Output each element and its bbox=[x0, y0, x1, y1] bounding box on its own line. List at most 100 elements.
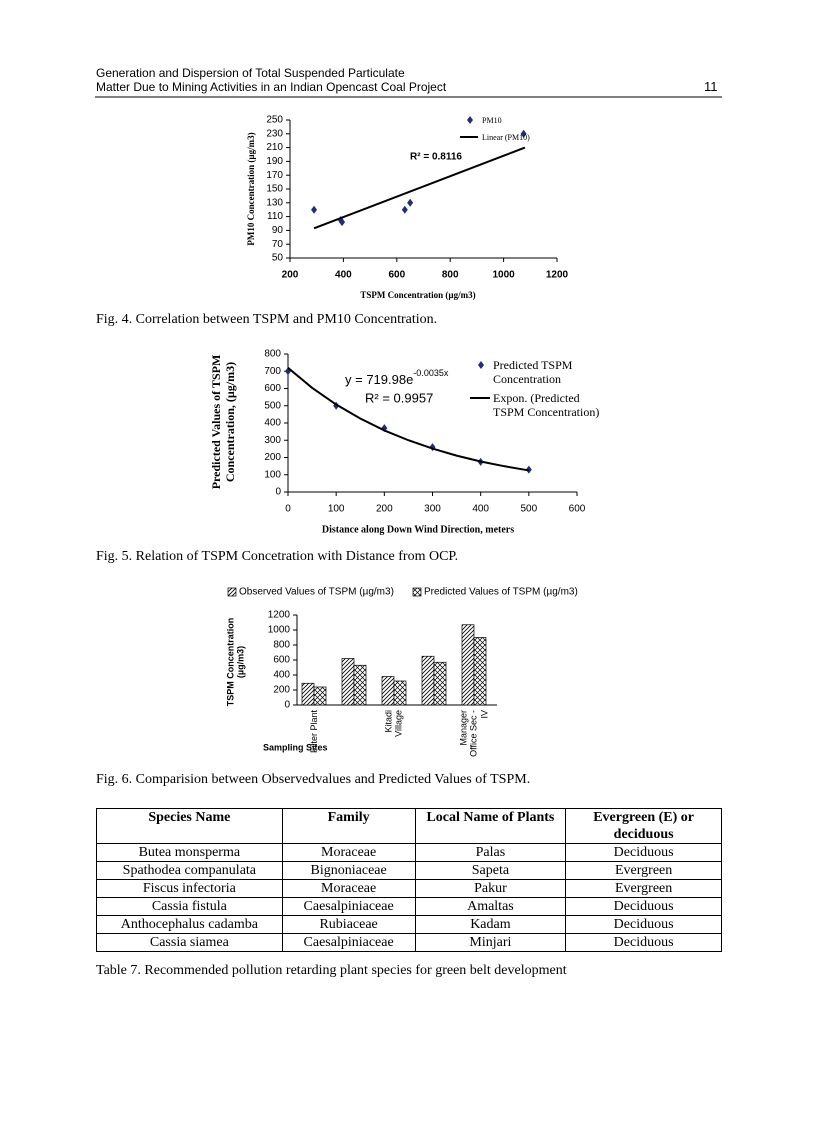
table-cell: Amaltas bbox=[414, 897, 567, 916]
annotation: y = 719.98e-0.0035x bbox=[345, 368, 449, 387]
table-cell: Minjari bbox=[414, 933, 567, 952]
legend-swatch bbox=[227, 587, 237, 597]
trend-line bbox=[313, 146, 526, 230]
y-tick-label: 1000 bbox=[268, 625, 291, 636]
table-row: Species Name Family Local Name of Plants Ev… bbox=[96, 808, 722, 844]
bar bbox=[433, 661, 447, 706]
table-cell: Caesalpiniaceae bbox=[281, 897, 416, 916]
bar bbox=[393, 680, 407, 706]
table-cell: Evergreen bbox=[565, 861, 722, 880]
x-axis-label: Sampling Sites bbox=[263, 742, 328, 752]
table-cell: Palas bbox=[414, 843, 567, 862]
x-tick-label: 800 bbox=[442, 270, 459, 281]
y-tick-label: 110 bbox=[267, 211, 283, 222]
x-tick-label: 100 bbox=[328, 504, 345, 515]
column-header: Family bbox=[281, 808, 416, 844]
table-cell: Moraceae bbox=[281, 879, 416, 898]
data-point bbox=[311, 205, 318, 214]
table-cell: Cassia fistula bbox=[96, 897, 283, 916]
table-row: Anthocephalus cadamba Rubiaceae Kadam Decid… bbox=[96, 915, 722, 934]
table-cell: Pakur bbox=[414, 879, 567, 898]
data-point bbox=[407, 198, 414, 207]
y-tick-label: 800 bbox=[264, 349, 281, 360]
x-tick-label: 400 bbox=[335, 270, 352, 281]
table-row: Cassia fistula Caesalpiniaceae Amaltas Deci… bbox=[96, 897, 722, 916]
legend-label: Expon. (Predicted TSPM Concentration) bbox=[493, 391, 600, 419]
y-tick-label: 1200 bbox=[268, 610, 291, 621]
bar bbox=[341, 658, 355, 706]
y-tick-label: 800 bbox=[273, 640, 290, 651]
table-cell: Spathodea companulata bbox=[96, 861, 283, 880]
x-tick-label: 1000 bbox=[492, 270, 515, 281]
x-tick-label: 400 bbox=[472, 504, 489, 515]
page-number: 11 bbox=[704, 79, 718, 94]
legend-marker bbox=[467, 116, 473, 124]
legend-label: Observed Values of TSPM (µg/m3) bbox=[239, 587, 394, 598]
table-cell: Anthocephalus cadamba bbox=[96, 915, 283, 934]
header-line: Matter Due to Mining Activities in an In… bbox=[96, 80, 447, 94]
y-axis-label: Predicted Values of TSPM Concentration, … bbox=[209, 354, 237, 490]
y-tick-label: 500 bbox=[264, 400, 281, 411]
table-caption: Table 7. Recommended pollution retarding… bbox=[96, 963, 567, 978]
y-tick-label: 200 bbox=[273, 685, 290, 696]
column-header: Evergreen (E) or deciduous bbox=[565, 808, 722, 844]
x-tick-label: 600 bbox=[388, 270, 405, 281]
legend-label: Predicted Values of TSPM (µg/m3) bbox=[424, 587, 578, 598]
legend-label: Linear (PM10) bbox=[482, 133, 530, 142]
annotation: R² = 0.9957 bbox=[365, 390, 433, 405]
figure-caption: Fig. 4. Correlation between TSPM and PM1… bbox=[96, 312, 438, 327]
table-cell: Rubiaceae bbox=[281, 915, 416, 934]
annotation: R² = 0.8116 bbox=[410, 152, 462, 163]
table-cell: Deciduous bbox=[565, 933, 722, 952]
y-tick-label: 190 bbox=[266, 156, 283, 167]
y-tick-label: 250 bbox=[266, 115, 283, 126]
y-tick-label: 90 bbox=[272, 225, 284, 236]
bar bbox=[461, 624, 475, 706]
y-tick-label: 130 bbox=[266, 197, 283, 208]
bar bbox=[313, 686, 327, 706]
x-tick-label: 200 bbox=[376, 504, 393, 515]
table-cell: Deciduous bbox=[565, 915, 722, 934]
table-cell: Evergreen bbox=[565, 879, 722, 898]
x-tick-label: 0 bbox=[285, 504, 291, 515]
equation-exponent: -0.0035x bbox=[413, 368, 449, 378]
x-tick-label: Manager Office Sec -IV bbox=[458, 710, 490, 757]
y-tick-label: 300 bbox=[264, 435, 281, 446]
y-axis-label: TSPM Concentration (µg/m3) bbox=[225, 617, 246, 707]
x-tick-label: Kitadi Village bbox=[383, 710, 404, 737]
header-line: Generation and Dispersion of Total Suspe… bbox=[96, 66, 405, 80]
data-point bbox=[339, 218, 346, 227]
data-point bbox=[401, 205, 408, 214]
table-row: Fiscus infectoria Moraceae Pakur Evergreen bbox=[96, 879, 722, 898]
species-table: Species Name Family Local Name of Plants Ev… bbox=[96, 808, 722, 952]
column-header: Species Name bbox=[96, 808, 283, 844]
bar bbox=[301, 682, 315, 706]
figure-caption: Fig. 5. Relation of TSPM Concetration wi… bbox=[96, 549, 459, 564]
y-tick-label: 400 bbox=[264, 418, 281, 429]
x-tick-label: 500 bbox=[520, 504, 537, 515]
equation: y = 719.98e bbox=[345, 372, 413, 387]
x-axis-label: Distance along Down Wind Direction, mete… bbox=[322, 524, 514, 535]
bar bbox=[473, 637, 487, 706]
x-axis-label: TSPM Concentration (µg/m3) bbox=[360, 290, 475, 300]
legend-marker bbox=[478, 361, 484, 369]
bar bbox=[381, 676, 395, 706]
legend-label: PM10 bbox=[482, 116, 502, 125]
table-row: Butea monsperma Moraceae Palas Deciduous bbox=[96, 843, 722, 862]
bar bbox=[421, 655, 435, 706]
table-cell: Butea monsperma bbox=[96, 843, 283, 862]
trend-line bbox=[287, 367, 530, 472]
legend-swatch bbox=[412, 587, 422, 597]
y-tick-label: 600 bbox=[264, 383, 281, 394]
table-cell: Moraceae bbox=[281, 843, 416, 862]
table-cell: Cassia siamea bbox=[96, 933, 283, 952]
table-cell: Bignoniaceae bbox=[281, 861, 416, 880]
y-tick-label: 50 bbox=[272, 253, 284, 264]
table-cell: Deciduous bbox=[565, 843, 722, 862]
x-tick-label: 600 bbox=[569, 504, 586, 515]
table-cell: Fiscus infectoria bbox=[96, 879, 283, 898]
column-header: Local Name of Plants bbox=[414, 808, 567, 844]
x-tick-label: 1200 bbox=[546, 270, 569, 281]
